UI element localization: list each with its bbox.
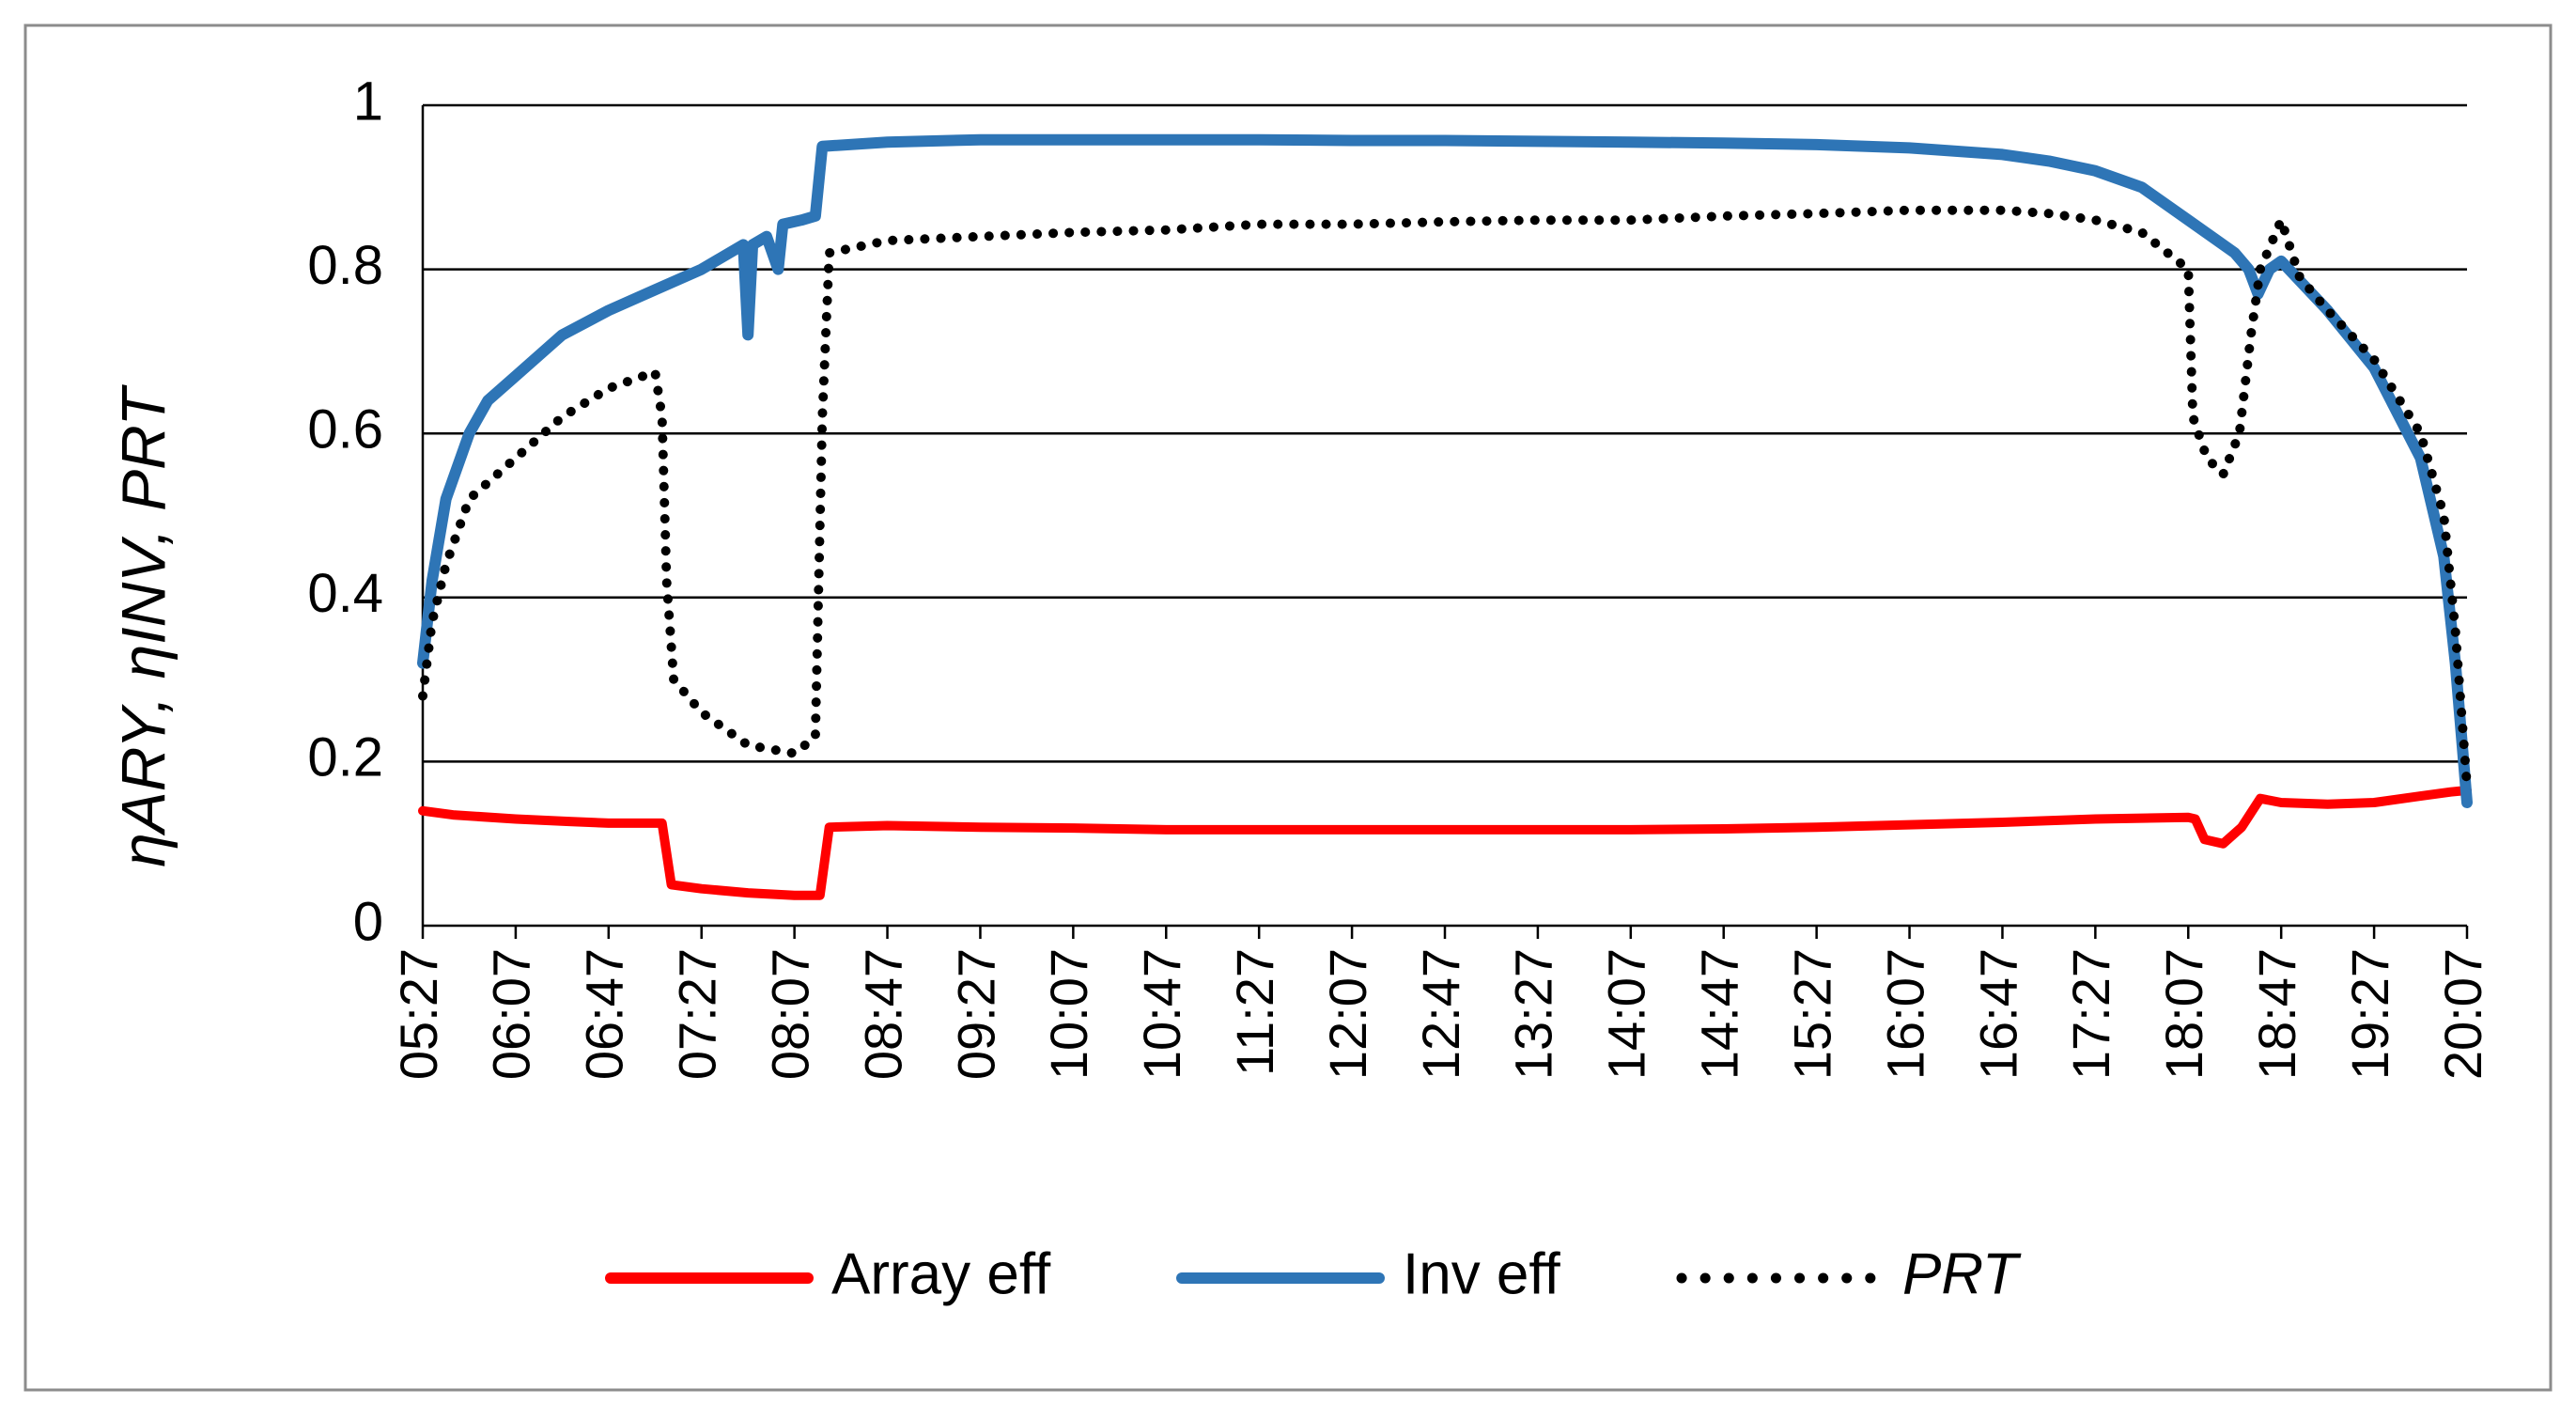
x-tick-label: 10:47 xyxy=(1132,948,1191,1080)
x-tick-label: 12:07 xyxy=(1318,948,1377,1080)
x-tick-label: 15:27 xyxy=(1782,948,1841,1080)
legend-label: Array eff xyxy=(831,1241,1051,1306)
legend: Array eff Inv eff PRT xyxy=(605,1241,2022,1306)
y-tick-label: 0 xyxy=(353,891,383,952)
x-tick-label: 18:07 xyxy=(2154,948,2213,1080)
series-line-3 xyxy=(418,205,2472,791)
axes xyxy=(421,105,2469,939)
x-tick-label: 06:07 xyxy=(482,948,541,1080)
x-tick-label: 14:47 xyxy=(1690,948,1749,1080)
gridlines xyxy=(423,103,2467,763)
x-tick-label: 13:27 xyxy=(1504,948,1563,1080)
x-tick-label: 11:27 xyxy=(1225,948,1284,1076)
x-tick-label: 14:07 xyxy=(1597,948,1656,1080)
x-tick-label: 06:47 xyxy=(575,948,634,1080)
x-tick-label: 09:27 xyxy=(946,948,1005,1080)
y-axis-label: ηARY, ηINV, PRT xyxy=(108,383,178,866)
x-tick-label: 16:47 xyxy=(1968,948,2027,1080)
y-tick-label: 1 xyxy=(353,70,383,132)
legend-label: PRT xyxy=(1902,1241,2022,1306)
figure-border xyxy=(23,23,2553,1392)
y-tick-label: 0.8 xyxy=(307,235,383,296)
x-tick-label: 07:27 xyxy=(668,948,727,1080)
x-tick-label: 05:27 xyxy=(389,948,448,1080)
y-tick-labels: 0 0.2 0.4 0.6 0.8 1 xyxy=(307,70,383,952)
x-tick-label: 17:27 xyxy=(2061,948,2120,1080)
x-tick-label: 18:47 xyxy=(2247,948,2306,1080)
x-tick-label: 08:47 xyxy=(853,948,912,1080)
y-axis-label-group: ηARY, ηINV, PRT xyxy=(108,383,178,866)
y-tick-label: 0.2 xyxy=(307,727,383,788)
x-tick-label: 16:07 xyxy=(1875,948,1934,1080)
series-lines xyxy=(417,133,2473,900)
legend-label: Inv eff xyxy=(1403,1241,1561,1306)
x-tick-label: 19:27 xyxy=(2340,948,2399,1080)
series-line-1 xyxy=(418,786,2472,900)
x-tick-label: 20:07 xyxy=(2433,948,2492,1080)
x-tick-label: 08:07 xyxy=(760,948,819,1080)
x-tick-labels: 05:27 06:07 06:47 07:27 08:07 08:47 09:27 10:07… xyxy=(389,948,2492,1080)
y-tick-label: 0.4 xyxy=(307,563,383,624)
x-tick-label: 10:07 xyxy=(1039,948,1098,1080)
y-tick-label: 0.6 xyxy=(307,399,383,460)
x-tick-label: 12:47 xyxy=(1411,948,1470,1080)
